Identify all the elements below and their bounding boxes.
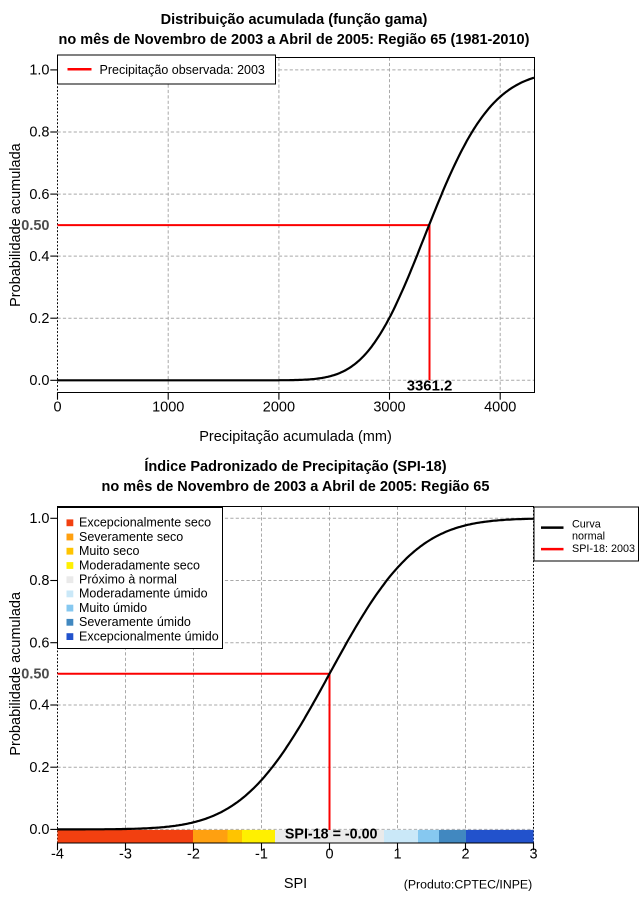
svg-text:SPI-18: 2003: SPI-18: 2003	[572, 543, 635, 555]
svg-text:Probabilidade acumulada: Probabilidade acumulada	[8, 142, 24, 307]
svg-text:Excepcionalmente úmido: Excepcionalmente úmido	[79, 629, 219, 643]
svg-text:0.6: 0.6	[29, 635, 49, 651]
svg-text:1.0: 1.0	[29, 511, 49, 527]
svg-text:0.50: 0.50	[21, 667, 49, 683]
svg-text:(Produto:CPTEC/INPE): (Produto:CPTEC/INPE)	[404, 878, 532, 892]
svg-text:0.2: 0.2	[29, 760, 49, 776]
svg-text:4000: 4000	[484, 400, 516, 416]
svg-text:0.2: 0.2	[29, 311, 49, 327]
svg-text:2000: 2000	[263, 400, 295, 416]
svg-text:Índice Padronizado de Precipit: Índice Padronizado de Precipitação (SPI-…	[144, 458, 446, 475]
svg-text:SPI: SPI	[284, 876, 307, 892]
svg-text:Distribuição acumulada (função: Distribuição acumulada (função gama)	[161, 12, 428, 28]
svg-text:0: 0	[53, 400, 61, 416]
svg-text:Precipitação acumulada (mm): Precipitação acumulada (mm)	[199, 429, 392, 445]
svg-text:Muito úmido: Muito úmido	[79, 601, 147, 615]
svg-text:3000: 3000	[373, 400, 405, 416]
svg-text:Moderadamente seco: Moderadamente seco	[79, 558, 200, 572]
svg-text:Severamente úmido: Severamente úmido	[79, 615, 191, 629]
svg-text:Muito seco: Muito seco	[79, 544, 139, 558]
svg-text:Precipitação observada: 2003: Precipitação observada: 2003	[100, 63, 265, 77]
svg-text:0.0: 0.0	[29, 373, 49, 389]
svg-text:Curva: Curva	[572, 519, 601, 531]
svg-text:Excepcionalmente seco: Excepcionalmente seco	[79, 516, 211, 530]
svg-text:-3: -3	[119, 847, 132, 863]
svg-text:0.6: 0.6	[29, 187, 49, 203]
svg-text:normal: normal	[572, 531, 605, 543]
svg-text:0.4: 0.4	[29, 698, 49, 714]
svg-text:-2: -2	[187, 847, 200, 863]
svg-text:SPI-18 = -0.00: SPI-18 = -0.00	[285, 826, 378, 842]
svg-text:no mês de Novembro de 2003 a A: no mês de Novembro de 2003 a Abril de 20…	[59, 32, 530, 48]
svg-text:Moderadamente úmido: Moderadamente úmido	[79, 587, 208, 601]
svg-text:Probabilidade acumulada: Probabilidade acumulada	[8, 591, 24, 756]
svg-text:-4: -4	[51, 847, 64, 863]
svg-text:no mês de Novembro de 2003 a A: no mês de Novembro de 2003 a Abril de 20…	[102, 479, 490, 495]
svg-text:3361.2: 3361.2	[407, 379, 453, 395]
svg-text:-1: -1	[255, 847, 268, 863]
svg-text:Severamente seco: Severamente seco	[79, 530, 183, 544]
svg-text:0: 0	[325, 847, 333, 863]
svg-text:0.4: 0.4	[29, 249, 49, 265]
svg-text:0.0: 0.0	[29, 822, 49, 838]
svg-text:2: 2	[461, 847, 469, 863]
svg-text:0.8: 0.8	[29, 125, 49, 141]
svg-text:0.8: 0.8	[29, 573, 49, 589]
svg-text:Próximo à normal: Próximo à normal	[79, 573, 177, 587]
svg-text:1: 1	[393, 847, 401, 863]
svg-text:3: 3	[529, 847, 537, 863]
svg-text:0.50: 0.50	[21, 218, 49, 234]
svg-text:1000: 1000	[152, 400, 184, 416]
svg-text:1.0: 1.0	[29, 63, 49, 79]
